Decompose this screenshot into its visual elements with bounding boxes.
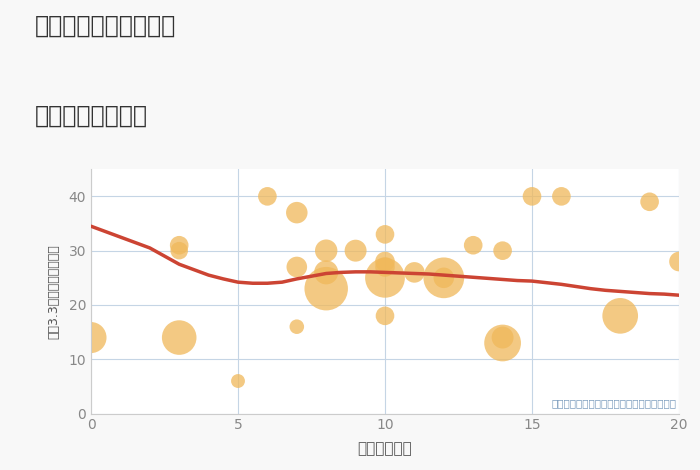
Point bbox=[526, 193, 538, 200]
Point bbox=[497, 247, 508, 254]
Text: 駅距離別土地価格: 駅距離別土地価格 bbox=[35, 103, 148, 127]
Point bbox=[497, 339, 508, 347]
Point bbox=[468, 242, 479, 249]
Point bbox=[379, 258, 391, 265]
X-axis label: 駅距離（分）: 駅距離（分） bbox=[358, 441, 412, 456]
Point bbox=[644, 198, 655, 205]
Point bbox=[379, 312, 391, 320]
Point bbox=[85, 334, 97, 341]
Point bbox=[321, 285, 332, 292]
Point bbox=[321, 247, 332, 254]
Point bbox=[379, 263, 391, 271]
Point bbox=[321, 269, 332, 276]
Point bbox=[174, 242, 185, 249]
Point bbox=[615, 312, 626, 320]
Point bbox=[174, 247, 185, 254]
Text: 円の大きさは、取引のあった物件面積を示す: 円の大きさは、取引のあった物件面積を示す bbox=[551, 398, 676, 408]
Point bbox=[438, 274, 449, 282]
Point bbox=[379, 274, 391, 282]
Point bbox=[291, 323, 302, 330]
Point bbox=[438, 274, 449, 282]
Point bbox=[379, 231, 391, 238]
Point bbox=[262, 193, 273, 200]
Point bbox=[497, 334, 508, 341]
Point bbox=[291, 263, 302, 271]
Y-axis label: 坪（3.3㎡）単価（万円）: 坪（3.3㎡）単価（万円） bbox=[47, 244, 60, 339]
Point bbox=[291, 209, 302, 216]
Point bbox=[350, 247, 361, 254]
Point bbox=[174, 334, 185, 341]
Point bbox=[409, 269, 420, 276]
Point bbox=[232, 377, 244, 385]
Point bbox=[673, 258, 685, 265]
Text: 愛知県碧南市新道町の: 愛知県碧南市新道町の bbox=[35, 14, 176, 38]
Point bbox=[556, 193, 567, 200]
